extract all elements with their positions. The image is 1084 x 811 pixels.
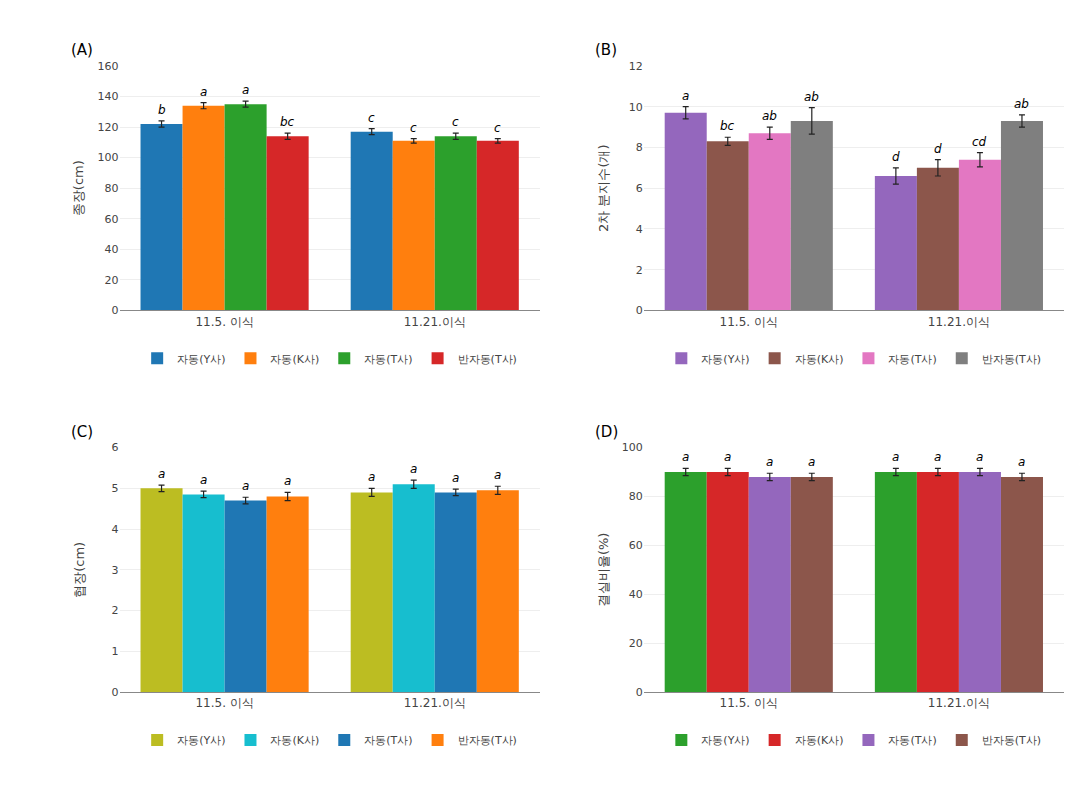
svg-text:자동(Y사): 자동(Y사) bbox=[701, 734, 749, 747]
svg-text:a: a bbox=[410, 462, 417, 476]
svg-text:20: 20 bbox=[629, 637, 643, 650]
svg-text:a: a bbox=[200, 85, 207, 99]
svg-text:a: a bbox=[368, 470, 375, 484]
svg-text:80: 80 bbox=[105, 182, 119, 195]
svg-text:자동(K사): 자동(K사) bbox=[270, 734, 319, 747]
svg-text:자동(T사): 자동(T사) bbox=[888, 734, 936, 747]
svg-text:a: a bbox=[242, 479, 249, 493]
svg-text:11.5. 이식: 11.5. 이식 bbox=[720, 315, 778, 329]
svg-text:d: d bbox=[934, 142, 942, 156]
svg-text:a: a bbox=[892, 450, 899, 464]
svg-text:8: 8 bbox=[636, 141, 643, 154]
svg-text:120: 120 bbox=[98, 121, 119, 134]
svg-text:ab: ab bbox=[1014, 97, 1029, 111]
svg-text:a: a bbox=[494, 468, 501, 482]
svg-text:(C): (C) bbox=[71, 423, 93, 441]
svg-text:a: a bbox=[976, 450, 983, 464]
svg-text:2: 2 bbox=[112, 604, 119, 617]
svg-text:11.5. 이식: 11.5. 이식 bbox=[720, 696, 778, 710]
svg-text:자동(T사): 자동(T사) bbox=[888, 353, 936, 366]
svg-text:a: a bbox=[1018, 455, 1025, 469]
svg-text:a: a bbox=[200, 473, 207, 487]
svg-text:0: 0 bbox=[636, 686, 643, 699]
svg-text:결실비율(%): 결실비율(%) bbox=[596, 533, 611, 608]
svg-text:0: 0 bbox=[112, 304, 119, 317]
svg-text:(A): (A) bbox=[71, 41, 93, 59]
svg-text:a: a bbox=[682, 89, 689, 103]
svg-text:(D): (D) bbox=[595, 423, 618, 441]
svg-text:40: 40 bbox=[105, 243, 119, 256]
svg-text:a: a bbox=[808, 455, 815, 469]
svg-text:60: 60 bbox=[105, 213, 119, 226]
svg-text:1: 1 bbox=[112, 645, 119, 658]
svg-text:80: 80 bbox=[629, 490, 643, 503]
svg-text:자동(K사): 자동(K사) bbox=[795, 353, 844, 366]
svg-text:a: a bbox=[766, 455, 773, 469]
svg-text:a: a bbox=[242, 83, 249, 97]
svg-text:c: c bbox=[494, 121, 501, 135]
svg-text:5: 5 bbox=[112, 482, 119, 495]
svg-text:3: 3 bbox=[112, 564, 119, 577]
svg-text:0: 0 bbox=[636, 304, 643, 317]
svg-text:ab: ab bbox=[804, 90, 819, 104]
svg-text:140: 140 bbox=[98, 90, 119, 103]
svg-text:11.21.이식: 11.21.이식 bbox=[404, 696, 466, 710]
svg-text:160: 160 bbox=[98, 60, 119, 73]
svg-text:11.5. 이식: 11.5. 이식 bbox=[195, 315, 253, 329]
svg-text:협장(cm): 협장(cm) bbox=[72, 542, 87, 598]
svg-text:c: c bbox=[368, 111, 375, 125]
svg-text:자동(K사): 자동(K사) bbox=[795, 734, 844, 747]
svg-text:c: c bbox=[452, 115, 459, 129]
svg-text:4: 4 bbox=[636, 223, 643, 236]
svg-text:6: 6 bbox=[636, 182, 643, 195]
svg-text:60: 60 bbox=[629, 539, 643, 552]
svg-text:자동(T사): 자동(T사) bbox=[364, 734, 412, 747]
svg-text:11.21.이식: 11.21.이식 bbox=[928, 696, 990, 710]
svg-text:a: a bbox=[452, 471, 459, 485]
svg-text:40: 40 bbox=[629, 588, 643, 601]
svg-text:ab: ab bbox=[762, 109, 777, 123]
svg-text:bc: bc bbox=[280, 115, 295, 129]
svg-text:종장(cm): 종장(cm) bbox=[72, 160, 87, 216]
svg-text:a: a bbox=[682, 450, 689, 464]
svg-text:cd: cd bbox=[972, 135, 987, 149]
svg-text:d: d bbox=[892, 150, 900, 164]
svg-text:20: 20 bbox=[105, 274, 119, 287]
svg-text:반자동(T사): 반자동(T사) bbox=[982, 353, 1041, 366]
svg-text:11.21.이식: 11.21.이식 bbox=[928, 315, 990, 329]
svg-text:11.21.이식: 11.21.이식 bbox=[404, 315, 466, 329]
svg-text:a: a bbox=[934, 450, 941, 464]
svg-text:자동(K사): 자동(K사) bbox=[270, 353, 319, 366]
svg-text:a: a bbox=[284, 474, 291, 488]
svg-text:반자동(T사): 반자동(T사) bbox=[458, 353, 517, 366]
svg-text:12: 12 bbox=[629, 60, 643, 73]
svg-text:자동(Y사): 자동(Y사) bbox=[177, 353, 225, 366]
svg-text:자동(Y사): 자동(Y사) bbox=[177, 734, 225, 747]
svg-text:2: 2 bbox=[636, 264, 643, 277]
svg-text:10: 10 bbox=[629, 101, 643, 114]
svg-text:100: 100 bbox=[622, 441, 643, 454]
svg-text:자동(Y사): 자동(Y사) bbox=[701, 353, 749, 366]
svg-text:100: 100 bbox=[98, 151, 119, 164]
svg-text:반자동(T사): 반자동(T사) bbox=[458, 734, 517, 747]
svg-text:0: 0 bbox=[112, 686, 119, 699]
svg-text:bc: bc bbox=[720, 119, 735, 133]
svg-text:11.5. 이식: 11.5. 이식 bbox=[195, 696, 253, 710]
svg-text:자동(T사): 자동(T사) bbox=[364, 353, 412, 366]
svg-text:c: c bbox=[410, 121, 417, 135]
svg-text:a: a bbox=[724, 450, 731, 464]
svg-text:6: 6 bbox=[112, 441, 119, 454]
svg-text:2차 분지수(개): 2차 분지수(개) bbox=[596, 144, 611, 232]
svg-text:반자동(T사): 반자동(T사) bbox=[982, 734, 1041, 747]
svg-text:(B): (B) bbox=[595, 41, 617, 59]
svg-text:b: b bbox=[158, 103, 166, 117]
svg-text:a: a bbox=[158, 467, 165, 481]
svg-text:4: 4 bbox=[112, 523, 119, 536]
